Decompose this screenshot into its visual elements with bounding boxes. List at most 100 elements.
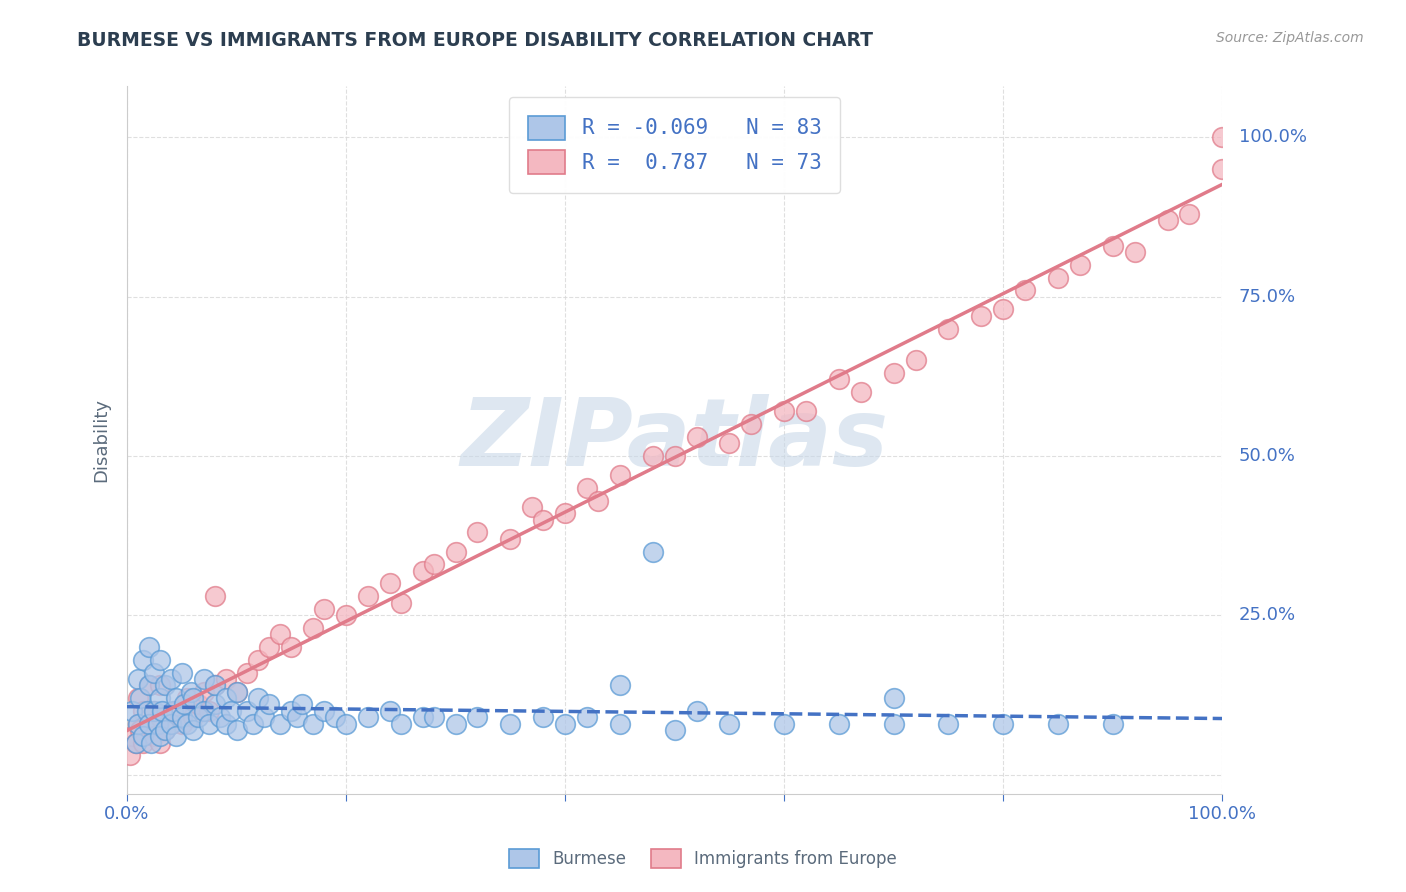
Point (219, 704, 242, 718)
Point (198, 704, 221, 718)
Point (302, 621, 325, 635)
Point (149, 691, 172, 706)
Point (125, 736, 148, 750)
Point (444, 716, 467, 731)
Point (259, 698, 281, 712)
Point (132, 653, 155, 667)
Point (883, 691, 905, 706)
Point (253, 710, 276, 724)
Point (125, 736, 148, 750)
Point (127, 672, 149, 686)
Point (1211, 162, 1233, 177)
Point (236, 704, 259, 718)
Point (181, 723, 204, 737)
Point (162, 704, 184, 718)
Point (180, 684, 202, 698)
Text: 100.0%: 100.0% (1239, 128, 1306, 146)
Point (1211, 130, 1233, 145)
Point (127, 691, 149, 706)
Point (664, 449, 686, 463)
Point (121, 729, 143, 743)
Point (883, 366, 905, 380)
Point (609, 716, 631, 731)
Point (236, 665, 259, 680)
Point (412, 710, 434, 724)
Point (389, 716, 412, 731)
Point (1156, 213, 1178, 227)
Point (357, 589, 380, 603)
Legend: Burmese, Immigrants from Europe: Burmese, Immigrants from Europe (502, 842, 904, 875)
Point (664, 723, 686, 737)
Point (740, 417, 762, 431)
Point (269, 627, 291, 641)
Point (132, 729, 155, 743)
Point (242, 716, 264, 731)
Point (176, 691, 198, 706)
Text: 75.0%: 75.0% (1239, 287, 1296, 306)
Point (247, 691, 270, 706)
Point (181, 691, 204, 706)
Point (247, 653, 270, 667)
Point (159, 716, 181, 731)
Point (198, 716, 221, 731)
Point (159, 672, 181, 686)
Point (849, 385, 872, 400)
Point (280, 640, 302, 654)
Point (685, 704, 707, 718)
Text: BURMESE VS IMMIGRANTS FROM EUROPE DISABILITY CORRELATION CHART: BURMESE VS IMMIGRANTS FROM EUROPE DISABI… (77, 31, 873, 50)
Text: 25.0%: 25.0% (1239, 607, 1296, 624)
Point (389, 595, 412, 609)
Point (499, 716, 522, 731)
Point (193, 704, 215, 718)
Point (314, 602, 336, 616)
Point (176, 716, 198, 731)
Point (155, 723, 177, 737)
Point (938, 716, 960, 731)
Point (225, 723, 247, 737)
Point (422, 710, 444, 724)
Point (993, 716, 1015, 731)
Point (121, 704, 143, 718)
Point (522, 500, 544, 514)
Point (120, 748, 142, 763)
Point (214, 691, 236, 706)
Point (138, 678, 160, 692)
Point (149, 678, 172, 692)
Point (609, 468, 631, 483)
Point (138, 716, 160, 731)
Legend: R = -0.069   N = 83, R =  0.787   N = 73: R = -0.069 N = 83, R = 0.787 N = 73 (509, 96, 841, 193)
Text: ZIPatlas: ZIPatlas (461, 394, 889, 486)
Point (204, 589, 226, 603)
Point (165, 729, 187, 743)
Point (794, 404, 817, 418)
Point (554, 716, 576, 731)
Point (1014, 283, 1036, 297)
Point (285, 710, 308, 724)
Point (155, 723, 177, 737)
Point (214, 716, 236, 731)
Point (143, 665, 166, 680)
Point (269, 716, 291, 731)
Y-axis label: Disability: Disability (93, 398, 110, 482)
Point (149, 710, 172, 724)
Point (773, 404, 796, 418)
Point (993, 302, 1015, 317)
Point (412, 564, 434, 578)
Point (138, 716, 160, 731)
Point (138, 678, 160, 692)
Point (214, 672, 236, 686)
Point (138, 640, 160, 654)
Point (170, 710, 193, 724)
Point (127, 716, 149, 731)
Point (209, 710, 232, 724)
Point (187, 710, 209, 724)
Point (170, 716, 193, 731)
Point (828, 716, 851, 731)
Point (127, 716, 149, 731)
Point (149, 653, 172, 667)
Point (718, 716, 741, 731)
Point (146, 716, 169, 731)
Point (132, 736, 155, 750)
Point (302, 716, 325, 731)
Point (335, 716, 357, 731)
